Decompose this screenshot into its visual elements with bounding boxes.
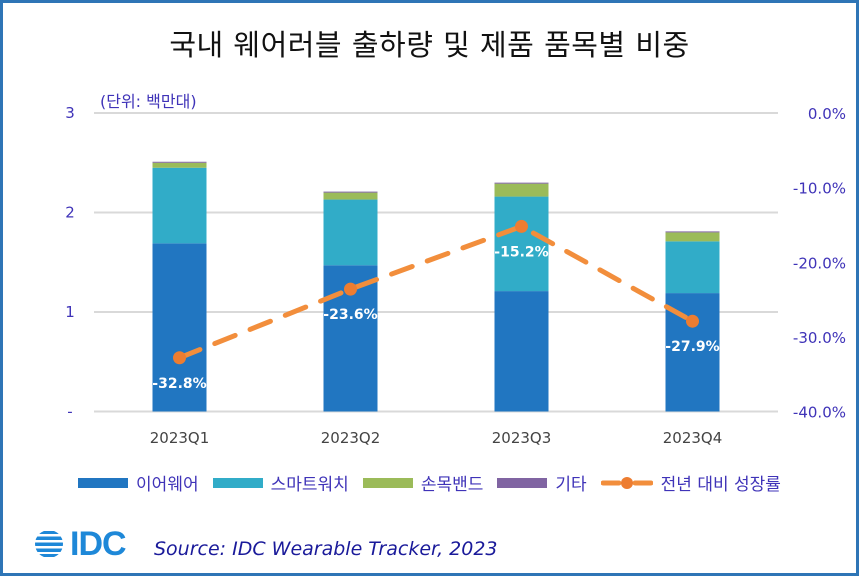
bar-segment: [494, 183, 549, 197]
idc-logo: IDC: [32, 525, 127, 563]
legend-swatch-earwear: [78, 477, 129, 488]
legend-label: 기타: [555, 475, 587, 495]
idc-logo-text: IDC: [70, 525, 127, 563]
legend-item-earwear: 이어웨어: [78, 470, 199, 495]
y-left-tick-label: 1: [65, 303, 75, 321]
growth-line: [177, 223, 695, 361]
y-right-tick-label: 0.0%: [808, 105, 846, 123]
legend-swatch-wristband: [362, 477, 413, 488]
bar-segment: [152, 167, 207, 244]
y-left-tick-label: -: [67, 403, 72, 421]
unit-note: (단위: 백만대): [100, 92, 197, 111]
growth-marker: [173, 351, 186, 365]
bar-segment: [665, 232, 720, 242]
legend-swatch-other: [497, 477, 548, 488]
x-tick-label: 2023Q4: [663, 429, 723, 447]
bar-segment: [323, 199, 378, 266]
bar-segment: [494, 196, 549, 292]
chart-title: 국내 웨어러블 출하량 및 제품 품목별 비중: [169, 28, 690, 62]
y-right-tick-label: -40.0%: [793, 404, 846, 422]
x-tick-label: 2023Q2: [321, 429, 381, 447]
legend-swatch-growth-line: [600, 476, 653, 489]
bar-segment: [152, 161, 207, 163]
x-tick-label: 2023Q3: [492, 429, 552, 447]
growth-data-label: -23.6%: [323, 307, 377, 323]
legend: 이어웨어 스마트워치 손목밴드 기타 전년 대비 성장률: [0, 470, 859, 495]
legend-label: 이어웨어: [136, 475, 199, 495]
bar-segment: [323, 192, 378, 200]
y-right-tick-label: -20.0%: [793, 254, 846, 272]
bar-segment: [494, 291, 549, 412]
legend-label: 전년 대비 성장률: [660, 475, 781, 495]
legend-item-other: 기타: [497, 470, 587, 495]
growth-data-label: -32.8%: [152, 376, 206, 392]
bar-segment: [494, 182, 549, 184]
legend-item-wristband: 손목밴드: [362, 470, 484, 495]
growth-marker: [344, 282, 357, 296]
legend-item-growth: 전년 대비 성장률: [600, 470, 781, 495]
globe-icon: [35, 531, 63, 557]
bar-segment: [152, 162, 207, 168]
growth-marker: [515, 219, 528, 233]
y-right-tick-label: -30.0%: [793, 329, 846, 347]
legend-label: 스마트워치: [270, 475, 349, 495]
legend-item-smartwatch: 스마트워치: [212, 470, 349, 495]
bar-segment: [323, 191, 378, 193]
y-right-tick-label: -10.0%: [793, 180, 846, 198]
y-left-tick-label: 3: [65, 104, 75, 122]
bar-segment: [665, 231, 720, 233]
y-left-tick-label: 2: [65, 204, 75, 222]
legend-swatch-smartwatch: [212, 477, 263, 488]
legend-label: 손목밴드: [420, 475, 484, 495]
source-note: Source: IDC Wearable Tracker, 2023: [154, 538, 498, 560]
growth-marker: [686, 314, 699, 328]
bar-segment: [665, 241, 720, 294]
bar-segment: [152, 243, 207, 412]
growth-data-label: -27.9%: [665, 339, 719, 355]
growth-data-label: -15.2%: [494, 244, 548, 260]
x-tick-label: 2023Q1: [150, 429, 210, 447]
